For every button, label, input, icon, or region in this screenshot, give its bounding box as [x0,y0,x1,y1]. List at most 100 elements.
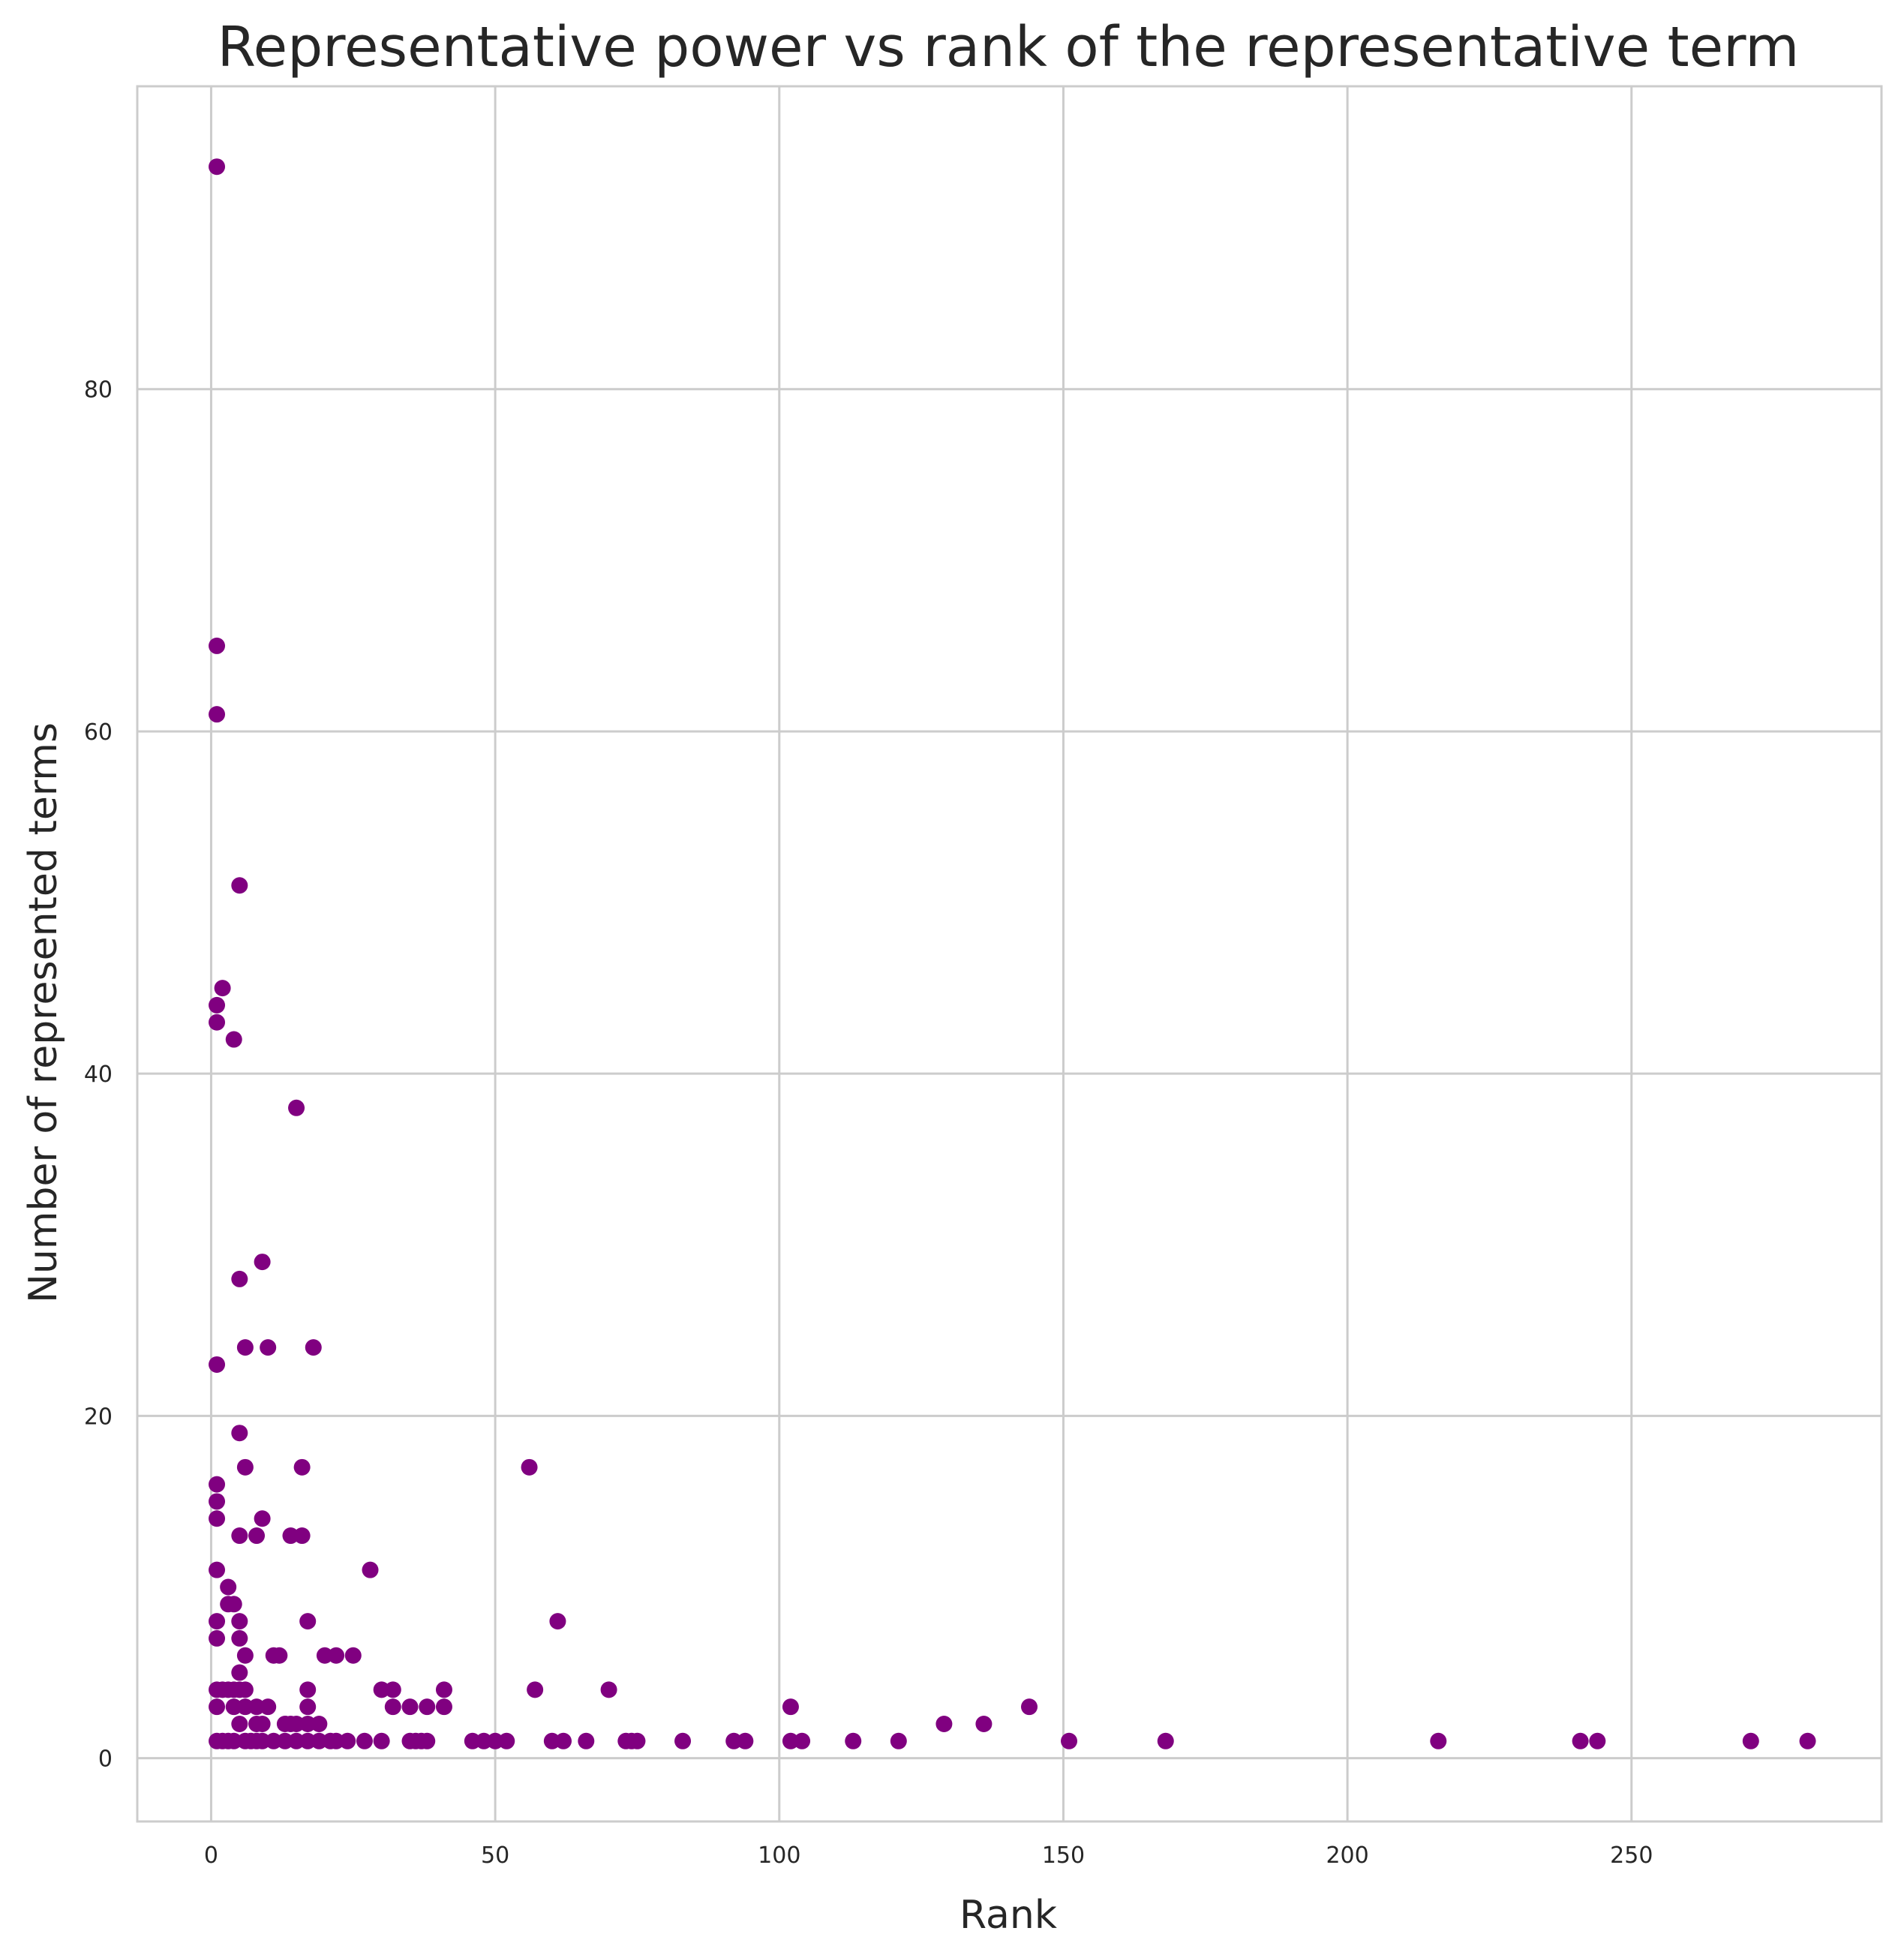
data-point [209,1014,226,1031]
data-point [373,1732,390,1749]
data-point [1589,1732,1606,1749]
x-axis-label: Rank [960,1893,1057,1938]
chart-title: Representative power vs rank of the repr… [218,15,1800,80]
x-tick-label: 0 [204,1842,218,1869]
data-point [236,1681,254,1698]
data-point [225,1596,242,1613]
data-point [276,1732,293,1749]
data-point [305,1339,322,1356]
data-point [293,1527,311,1545]
data-point [344,1647,362,1664]
data-point [254,1254,271,1271]
data-point [543,1732,560,1749]
data-point [299,1715,317,1732]
data-point [674,1732,692,1749]
data-point [209,1698,226,1716]
data-point [362,1561,379,1578]
data-point [254,1732,271,1749]
data-point [209,996,226,1014]
data-point [248,1698,266,1716]
data-point [737,1732,754,1749]
data-point [236,1698,254,1716]
data-point [209,1561,226,1578]
data-point [260,1339,277,1356]
data-point [1742,1732,1759,1749]
grid-lines [137,86,1881,1821]
data-point [794,1732,811,1749]
data-point [845,1732,862,1749]
data-point [236,1458,254,1476]
data-point [521,1458,538,1476]
data-point [254,1715,271,1732]
data-point [236,1647,254,1664]
data-point [231,1629,248,1647]
data-point [935,1715,953,1732]
data-point [328,1732,345,1749]
data-point [328,1647,345,1664]
data-point [316,1647,333,1664]
data-point [311,1715,328,1732]
x-tick-label: 250 [1610,1842,1653,1869]
data-point [527,1681,544,1698]
data-point [782,1732,799,1749]
data-point [231,877,248,894]
data-point [254,1510,271,1527]
data-point [231,1527,248,1545]
data-point [288,1732,305,1749]
data-point [225,1732,242,1749]
data-point [299,1613,317,1630]
data-point [487,1732,504,1749]
y-tick-label: 20 [84,1404,113,1430]
data-point [384,1681,401,1698]
data-point [339,1732,356,1749]
data-point [293,1458,311,1476]
data-point [209,637,226,654]
data-point [209,1613,226,1630]
data-point [299,1732,317,1749]
data-point [1430,1732,1447,1749]
data-point [209,1356,226,1373]
data-point [288,1099,305,1116]
data-point [975,1715,993,1732]
data-point [435,1681,452,1698]
plot-frame [136,85,1883,1823]
y-tick-label: 60 [84,719,113,746]
data-point [231,1613,248,1630]
data-point [1799,1732,1816,1749]
data-point [214,980,231,997]
data-point [419,1698,436,1716]
data-point [231,1425,248,1442]
data-point [220,1578,237,1596]
data-point [356,1732,373,1749]
x-tick-label: 50 [481,1842,509,1869]
data-point [475,1732,492,1749]
data-point [288,1715,305,1732]
data-point [231,1270,248,1287]
data-point [1157,1732,1174,1749]
data-point [209,706,226,723]
x-tick-label: 150 [1042,1842,1085,1869]
data-point [236,1339,254,1356]
data-point [1061,1732,1078,1749]
data-point [209,158,226,176]
data-point [384,1698,401,1716]
x-tick-label: 200 [1326,1842,1368,1869]
x-tick-label: 100 [758,1842,800,1869]
data-point [464,1732,481,1749]
data-point [209,1493,226,1510]
data-point [209,1629,226,1647]
data-point [401,1698,419,1716]
data-point [578,1732,595,1749]
data-point [260,1698,277,1716]
y-tick-label: 80 [84,377,113,404]
data-point [629,1732,646,1749]
data-point [299,1698,317,1716]
data-point [231,1715,248,1732]
data-points [209,158,1816,1749]
data-point [554,1732,572,1749]
data-point [225,1031,242,1048]
data-point [265,1732,282,1749]
data-point [248,1527,266,1545]
